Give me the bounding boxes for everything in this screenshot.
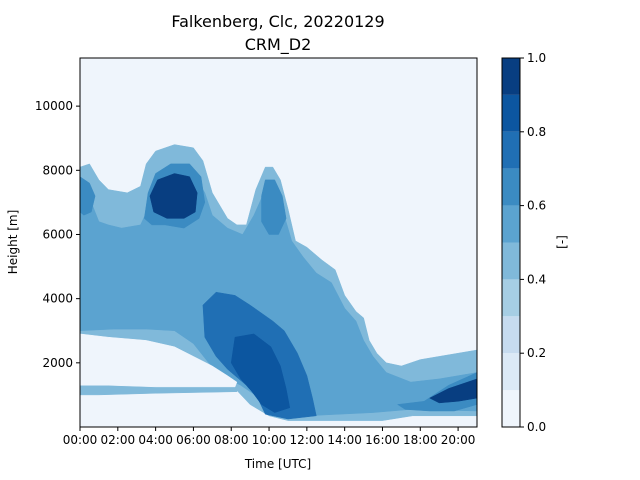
- x-tick-label: 08:00: [214, 433, 249, 447]
- colorbar-band: [502, 279, 520, 317]
- colorbar-tick-label: 0.6: [527, 199, 546, 213]
- x-tick-label: 04:00: [138, 433, 173, 447]
- colorbar-tick-label: 0.0: [527, 420, 546, 434]
- x-tick-label: 12:00: [290, 433, 325, 447]
- colorbar: 0.0 0.2 0.4 0.6 0.8 1.0 [-]: [501, 51, 569, 434]
- colorbar-bands: [502, 58, 520, 427]
- y-tick-label: 8000: [42, 163, 73, 177]
- x-axis: 00:00 02:00 04:00 06:00 08:00 10:00 12:00 14:00…: [63, 427, 476, 447]
- colorbar-label: [-]: [555, 235, 569, 249]
- plot-area: [79, 57, 478, 428]
- colorbar-band: [502, 353, 520, 391]
- x-tick-label: 20:00: [441, 433, 476, 447]
- plot-frame: [79, 57, 478, 428]
- x-tick-label: 10:00: [252, 433, 287, 447]
- x-tick-label: 00:00: [63, 433, 98, 447]
- colorbar-band: [502, 168, 520, 206]
- colorbar-tick-label: 1.0: [527, 51, 546, 65]
- x-tick-label: 14:00: [327, 433, 362, 447]
- colorbar-band: [502, 94, 520, 132]
- colorbar-band: [502, 316, 520, 354]
- colorbar-band: [502, 205, 520, 243]
- contour-region-clear-gap: [80, 333, 238, 388]
- contour-region-right-tower: [261, 179, 287, 235]
- colorbar-tick-label: 0.8: [527, 125, 546, 139]
- contour-region-dark-core-low: [230, 333, 291, 413]
- x-tick-label: 02:00: [101, 433, 136, 447]
- x-tick-label: 06:00: [176, 433, 211, 447]
- y-tick-label: 10000: [35, 99, 73, 113]
- contour-region-left-cell: [80, 176, 96, 216]
- y-tick-label: 6000: [42, 227, 73, 241]
- y-axis-label: Height [m]: [6, 210, 20, 275]
- colorbar-ticks: 0.0 0.2 0.4 0.6 0.8 1.0: [520, 51, 546, 434]
- colorbar-tick-label: 0.4: [527, 272, 546, 286]
- y-axis: 2000 4000 6000 8000 10000: [35, 99, 80, 370]
- colorbar-band: [502, 242, 520, 280]
- x-tick-label: 18:00: [403, 433, 438, 447]
- colorbar-frame: [501, 57, 521, 428]
- colorbar-band: [502, 390, 520, 427]
- x-tick-label: 16:00: [365, 433, 400, 447]
- contour-regions: [80, 144, 477, 421]
- chart-title: Falkenberg, Clc, 20220129: [171, 12, 384, 31]
- colorbar-tick-label: 0.2: [527, 346, 546, 360]
- colorbar-band: [502, 131, 520, 169]
- x-axis-label: Time [UTC]: [244, 457, 311, 471]
- colorbar-band: [502, 58, 520, 95]
- y-tick-label: 4000: [42, 292, 73, 306]
- y-tick-label: 2000: [42, 356, 73, 370]
- contour-region-dark-core-east: [429, 378, 477, 404]
- contour-region-dark-core-high: [149, 173, 198, 219]
- chart-subtitle: CRM_D2: [245, 35, 312, 55]
